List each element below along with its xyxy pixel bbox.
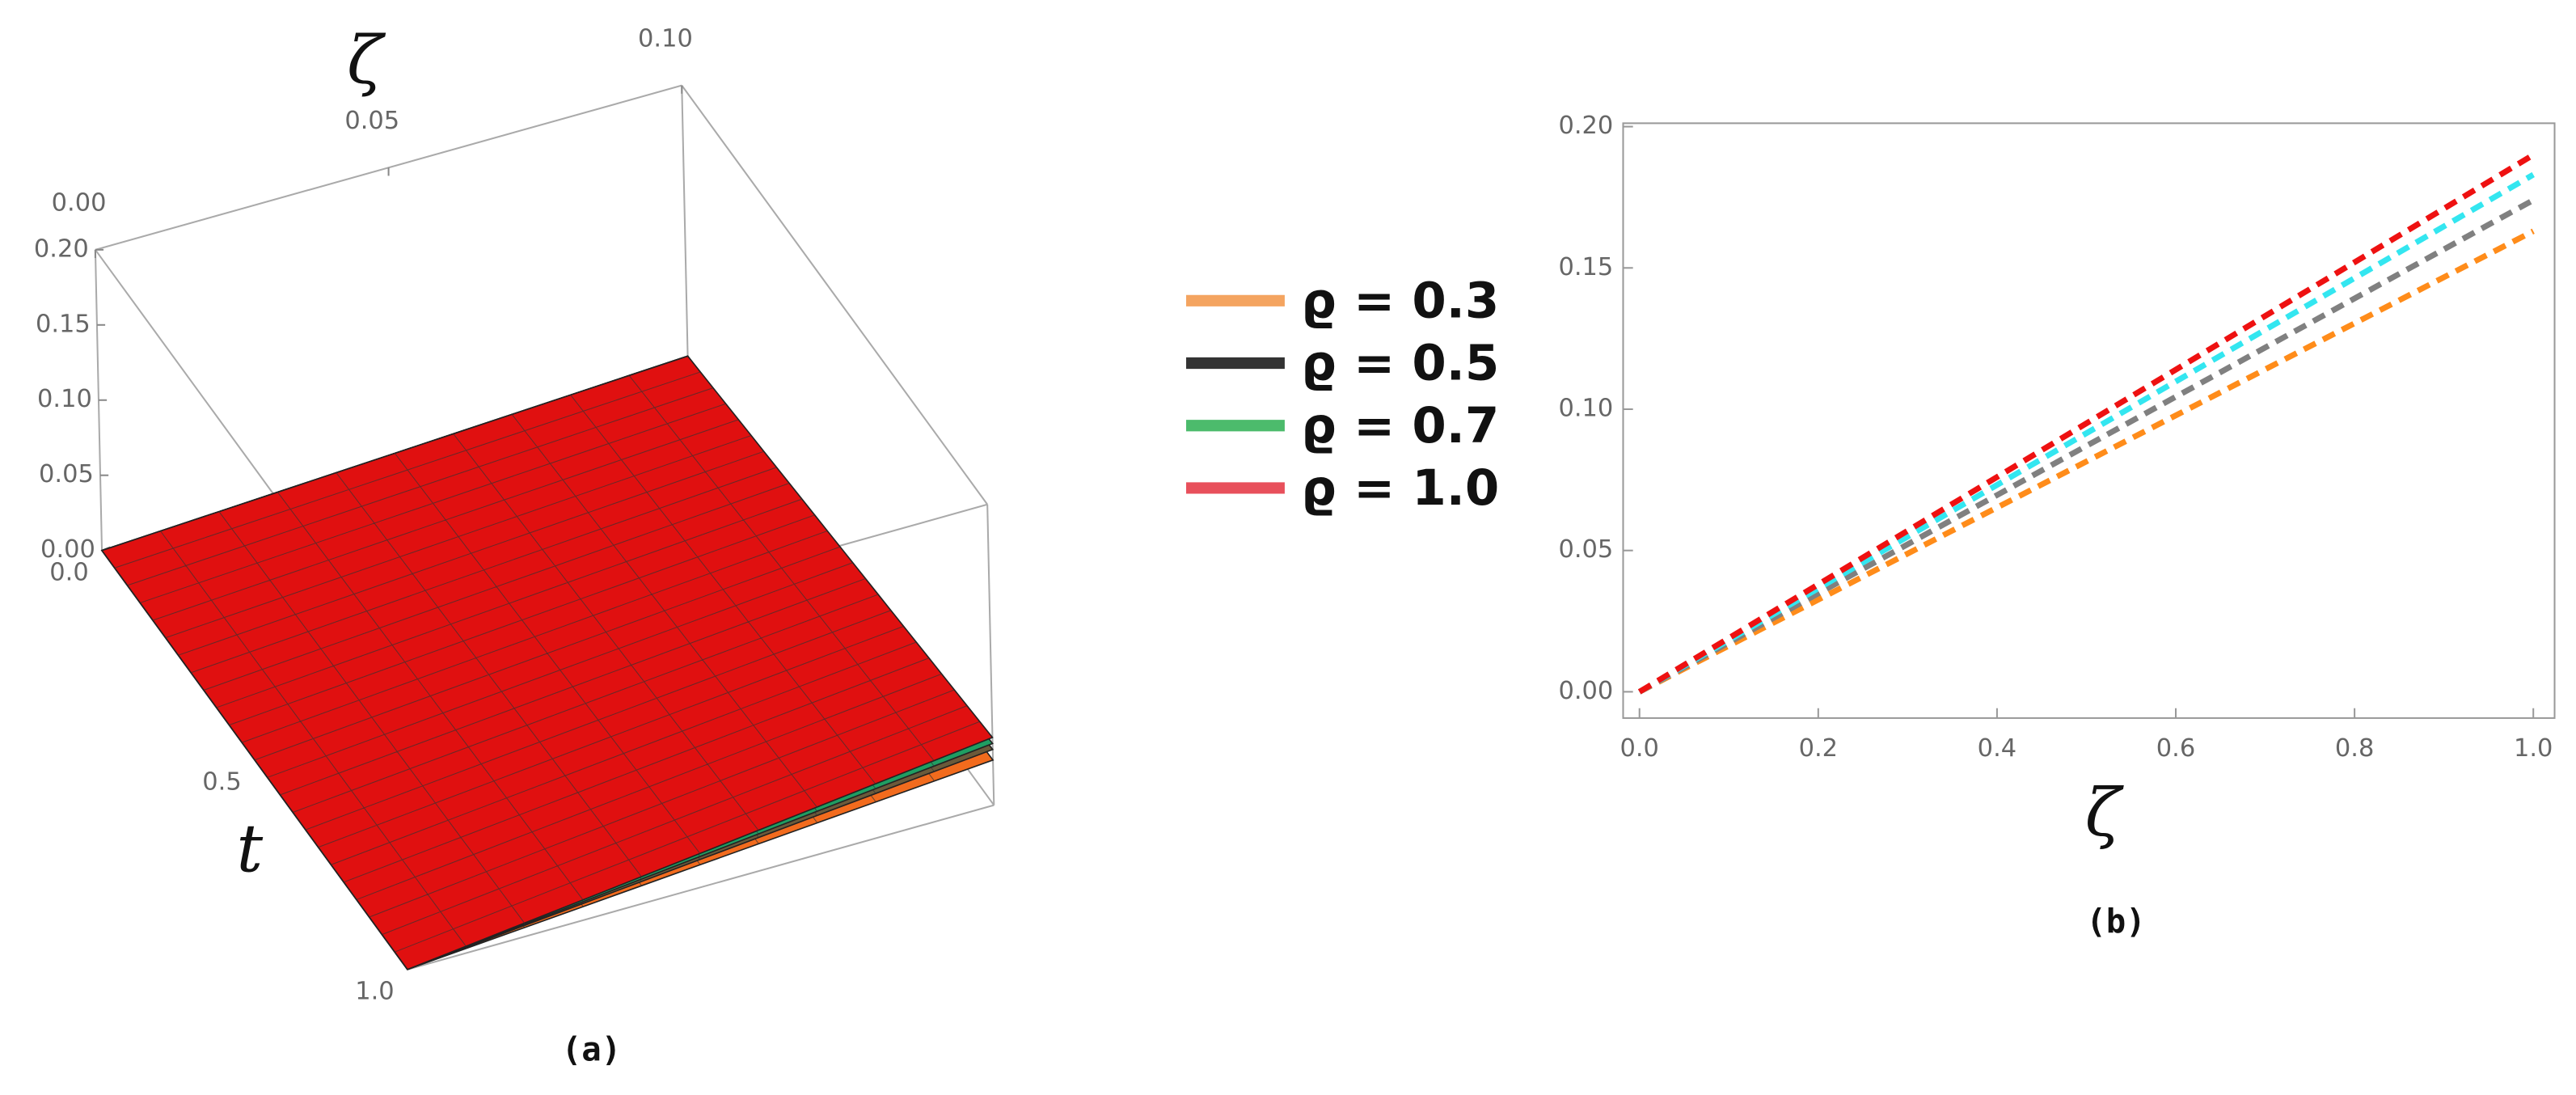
- y-tick-label: 0.0: [49, 559, 88, 587]
- line-series: [1637, 152, 2536, 695]
- x-tick-label: 1.0: [2514, 734, 2553, 763]
- x-tick-label: 0.4: [1978, 734, 2016, 763]
- x-tick-label: 0.10: [638, 24, 693, 53]
- y-tick-label: 0.20: [1558, 112, 1613, 140]
- y-axis-label: t: [237, 812, 264, 888]
- box-edge: [681, 85, 690, 387]
- legend-label: ϱ = 0.3: [1301, 272, 1499, 329]
- box-edge: [407, 804, 995, 970]
- legend-label: ϱ = 0.7: [1301, 397, 1499, 454]
- box-edge: [681, 85, 988, 505]
- z-tick-label: 0.00: [40, 535, 95, 564]
- z-tick-label: 0.05: [39, 460, 94, 488]
- x-tick-label: 0.05: [344, 107, 399, 135]
- y-tick-label: 0.5: [202, 768, 241, 797]
- y-tick-label: 0.10: [1558, 394, 1613, 422]
- x-tick-label: 0.8: [2335, 734, 2374, 763]
- plot-frame: [1622, 122, 2556, 719]
- line-series: [1638, 197, 2535, 695]
- x-axis-label: ζ: [2085, 776, 2125, 852]
- x-tick-label: 0.2: [1799, 734, 1838, 763]
- legend-label: ϱ = 0.5: [1301, 335, 1499, 392]
- caption: (b): [2086, 902, 2145, 941]
- z-tick-label: 0.10: [37, 385, 92, 413]
- x-tick-label: 0.00: [52, 188, 107, 217]
- y-tick-label: 1.0: [355, 978, 394, 1006]
- surface-mesh: [114, 371, 980, 953]
- z-tick-label: 0.20: [34, 235, 89, 263]
- line-series: [1638, 228, 2535, 695]
- caption: (a): [562, 1029, 621, 1068]
- z-tick-label: 0.15: [36, 310, 91, 338]
- surface: [100, 355, 994, 970]
- y-tick-label: 0.05: [1558, 535, 1613, 564]
- x-tick-label: 0.0: [1620, 734, 1658, 763]
- x-tick-label: 0.6: [2156, 734, 2195, 763]
- legend-label: ϱ = 1.0: [1301, 459, 1499, 517]
- y-tick-label: 0.15: [1558, 253, 1613, 281]
- box-edge: [986, 504, 995, 805]
- y-tick-label: 0.00: [1558, 677, 1613, 705]
- surface-patch: [100, 355, 994, 970]
- x-axis-label: ζ: [347, 23, 386, 99]
